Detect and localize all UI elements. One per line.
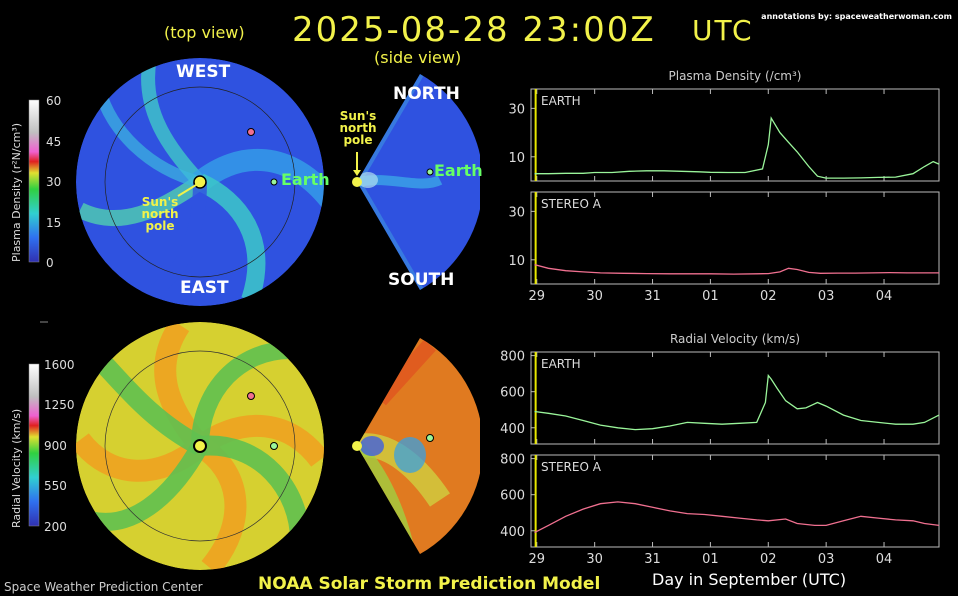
east-label: EAST [180,278,229,298]
x-tick-label: 03 [818,552,835,567]
south-label: SOUTH [388,270,455,290]
chart-panel-frame [530,88,940,182]
y-tick-label: 800 [500,350,525,365]
chart-title: Radial Velocity (km/s) [670,332,800,346]
x-tick-label: 02 [760,289,777,304]
x-tick-label: 01 [702,289,719,304]
x-tick-label: 04 [876,552,893,567]
y-tick-label: 800 [500,453,525,468]
chart-panel-label: STEREO A [541,197,602,211]
x-tick-label: 02 [760,552,777,567]
x-axis-label: Day in September (UTC) [652,570,847,589]
sun-marker-side-density [352,177,362,187]
chart-panel-label: EARTH [541,357,581,371]
density-tick: 0 [46,256,54,270]
x-tick-label: 04 [876,289,893,304]
y-tick-label: 600 [500,489,525,504]
y-tick-label: 400 [500,422,525,437]
velocity-tick: 1250 [44,398,75,412]
y-tick-label: 30 [508,102,525,117]
earth-marker-side-velocity [426,434,434,442]
stereo-a-marker-velocity [247,392,255,400]
chart-title: Plasma Density (/cm³) [669,69,802,83]
velocity-tick: 200 [44,520,67,534]
velocity-tick: 1600 [44,358,75,372]
series-line-earth [534,373,940,431]
footer-credit: Space Weather Prediction Center [4,580,203,594]
y-tick-label: 10 [508,151,525,166]
density-tick: 15 [46,216,62,230]
x-tick-label: 31 [644,289,661,304]
chart-panel-label: STEREO A [541,460,602,474]
chart-panel-label: EARTH [541,94,581,108]
velocity-colorbar [28,363,40,527]
x-tick-label: 29 [529,289,546,304]
velocity-tick: 900 [44,439,67,453]
density-tick: 45 [46,135,62,149]
y-tick-label: 600 [500,386,525,401]
annotation-credit: annotations by: spaceweatherwoman.com [761,12,952,21]
density-tick: 30 [46,175,62,189]
sun-north-pole-label-top: Sun's north pole [141,195,179,233]
series-line-stereo-a [534,263,939,275]
west-label: WEST [176,62,231,82]
sun-marker-top-velocity [193,439,207,453]
pole-pointer-top [177,184,197,197]
model-datetime: 2025-08-28 23:00Z [292,10,656,50]
series-line-earth [534,116,940,179]
chart-panel-frame [530,191,940,285]
sun-marker-top-density [193,175,207,189]
chart-panel-frame [530,351,940,445]
utc-label: UTC [692,14,754,47]
density-tick: 60 [46,94,62,108]
x-tick-label: 30 [586,289,603,304]
chart-panel-frame [530,454,940,548]
x-tick-label: 29 [529,552,546,567]
earth-marker-side-density [426,168,434,176]
north-label: NORTH [393,84,460,104]
earth-marker-top-velocity [270,442,278,450]
y-tick-label: 10 [508,254,525,269]
earth-label-side: Earth [434,161,483,180]
earth-marker-top-density [270,178,278,186]
series-line-stereo-a [534,501,940,534]
x-tick-label: 03 [818,289,835,304]
stereo-a-marker-density [247,128,255,136]
footer-model-name: NOAA Solar Storm Prediction Model [258,574,601,594]
sun-north-pole-label-side: Sun's north pole [339,109,377,147]
velocity-tick: 550 [44,479,67,493]
earth-label-top: Earth [281,170,330,189]
y-tick-label: 400 [500,525,525,540]
density-colorbar [28,99,40,263]
x-tick-label: 31 [644,552,661,567]
sun-marker-side-velocity [352,441,362,451]
side-view-label: (side view) [374,48,462,67]
top-view-label: (top view) [164,23,245,42]
x-tick-label: 01 [702,552,719,567]
x-tick-label: 30 [586,552,603,567]
y-tick-label: 30 [508,205,525,220]
